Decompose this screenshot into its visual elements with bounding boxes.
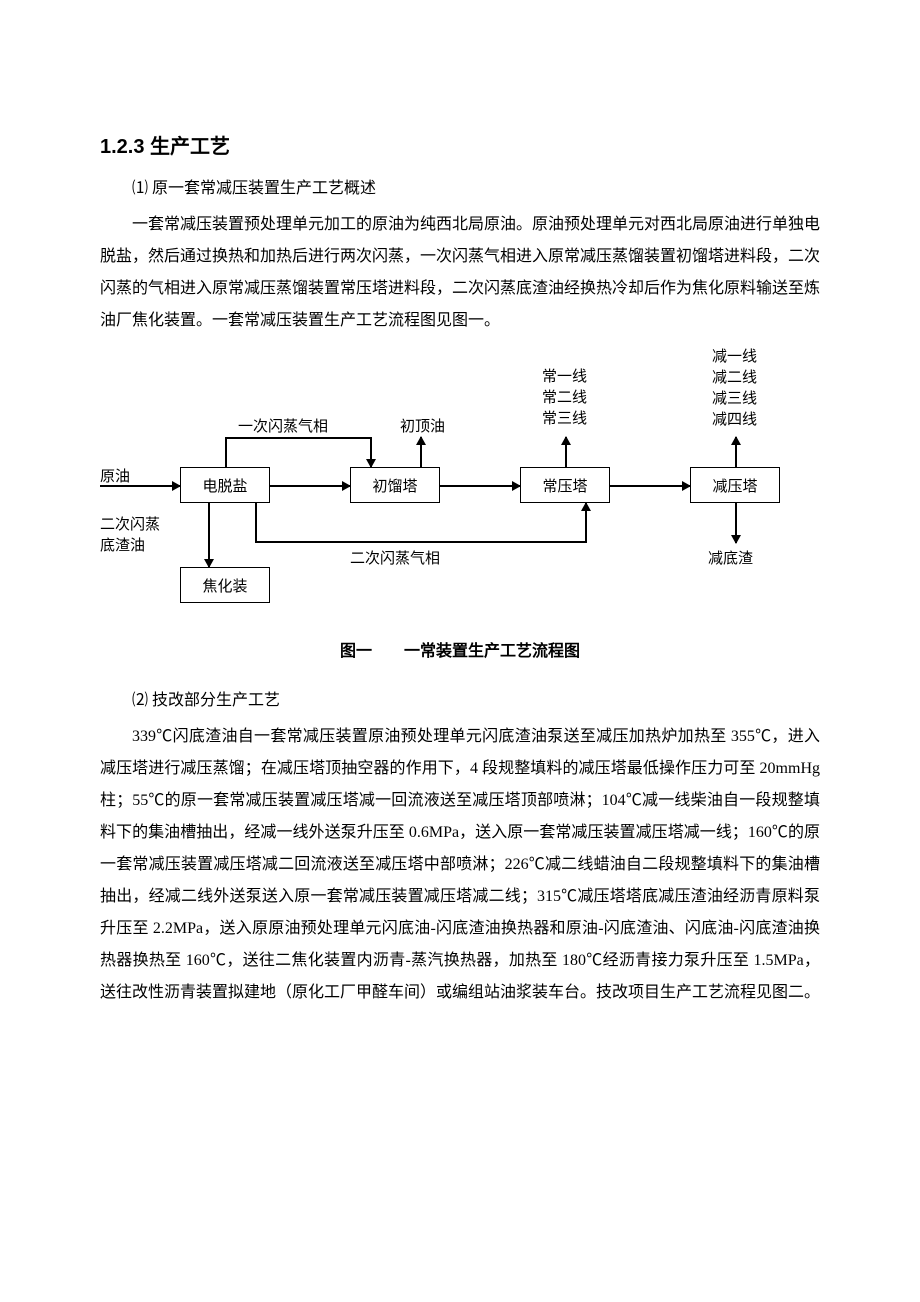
line-flash2gas-horiz bbox=[255, 541, 585, 543]
item-2-label: ⑵ 技改部分生产工艺 bbox=[100, 685, 820, 717]
crude-oil-label: 原油 bbox=[100, 465, 130, 486]
arrow-crude-to-desalt bbox=[100, 485, 180, 487]
paragraph-1: 一套常减压装置预处理单元加工的原油为纯西北局原油。原油预处理单元对西北局原油进行… bbox=[100, 209, 820, 337]
box-desalt-label: 电脱盐 bbox=[202, 475, 247, 496]
arrow-initial-top-oil bbox=[420, 437, 422, 467]
box-desalt: 电脱盐 bbox=[180, 467, 270, 503]
figure-caption: 图一 一常装置生产工艺流程图 bbox=[100, 637, 820, 661]
line-flash2gas-down bbox=[255, 503, 257, 541]
box-initial-tower: 初馏塔 bbox=[350, 467, 440, 503]
line-flash1-up bbox=[225, 437, 227, 467]
arrow-normal-to-vacuum bbox=[610, 485, 690, 487]
process-flowchart: 原油 电脱盐 初馏塔 常压塔 减压塔 一次闪蒸气相 初顶油 bbox=[100, 347, 820, 617]
box-normal-tower: 常压塔 bbox=[520, 467, 610, 503]
paragraph-2: 339℃闪底渣油自一套常减压装置原油预处理单元闪底渣油泵送至减压加热炉加热至 3… bbox=[100, 721, 820, 1009]
line-flash1-horiz bbox=[225, 437, 370, 439]
flash2-bottom-label: 二次闪蒸 底渣油 bbox=[100, 515, 160, 557]
normal-lines-label: 常一线 常二线 常三线 bbox=[542, 367, 587, 430]
arrow-normal-lines bbox=[565, 437, 567, 467]
vacuum-lines-label: 减一线 减二线 减三线 减四线 bbox=[712, 347, 757, 431]
flash2-gas-label: 二次闪蒸气相 bbox=[350, 547, 440, 568]
page: 1.2.3 生产工艺 ⑴ 原一套常减压装置生产工艺概述 一套常减压装置预处理单元… bbox=[0, 0, 920, 1302]
section-heading: 1.2.3 生产工艺 bbox=[100, 130, 820, 159]
box-initial-tower-label: 初馏塔 bbox=[372, 475, 417, 496]
box-normal-tower-label: 常压塔 bbox=[542, 475, 587, 496]
flash1-gas-label: 一次闪蒸气相 bbox=[238, 415, 328, 436]
arrow-flash2gas-up bbox=[585, 503, 587, 543]
arrow-vacuum-lines bbox=[735, 437, 737, 467]
initial-top-oil-label: 初顶油 bbox=[400, 415, 445, 436]
item-1-label: ⑴ 原一套常减压装置生产工艺概述 bbox=[100, 173, 820, 205]
arrow-desalt-to-initial bbox=[270, 485, 350, 487]
arrow-flash1-down bbox=[370, 437, 372, 467]
box-vacuum-tower: 减压塔 bbox=[690, 467, 780, 503]
vacuum-bottom-label: 减底渣 bbox=[708, 547, 753, 568]
box-vacuum-tower-label: 减压塔 bbox=[712, 475, 757, 496]
arrow-initial-to-normal bbox=[440, 485, 520, 487]
box-coking: 焦化装 bbox=[180, 567, 270, 603]
arrow-to-coking bbox=[208, 503, 210, 567]
box-coking-label: 焦化装 bbox=[202, 575, 247, 596]
arrow-vacuum-bottom bbox=[735, 503, 737, 543]
